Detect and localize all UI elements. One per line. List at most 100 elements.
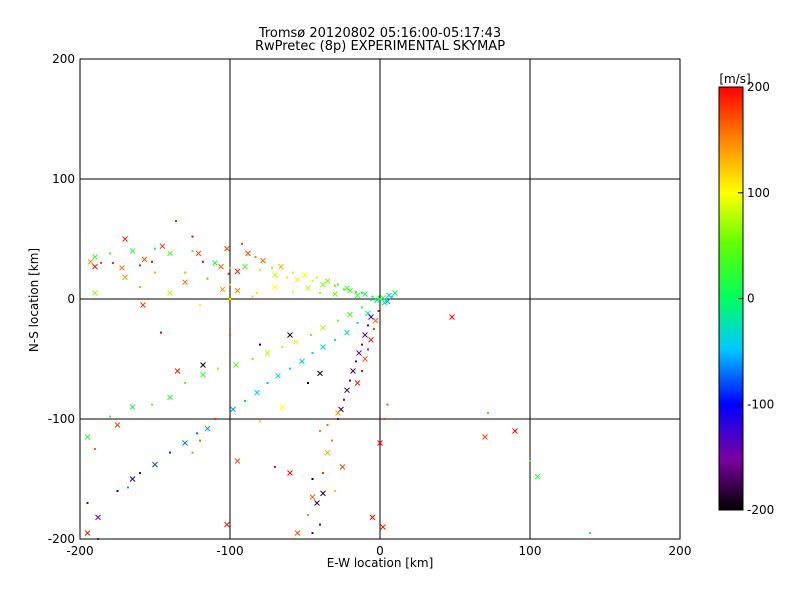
data-point	[534, 473, 541, 480]
data-point	[230, 406, 236, 413]
data-point	[320, 281, 326, 288]
data-point	[234, 458, 241, 464]
data-point	[116, 490, 119, 492]
data-point	[334, 490, 336, 492]
data-point	[204, 425, 211, 432]
data-point	[386, 292, 392, 299]
data-point	[182, 440, 188, 446]
data-point	[200, 362, 206, 368]
data-point	[487, 412, 489, 414]
colorbar-tick-label: -100	[747, 397, 774, 411]
data-point	[356, 350, 362, 356]
data-point	[332, 291, 338, 298]
data-point	[242, 263, 248, 270]
data-point	[206, 277, 209, 280]
data-point	[92, 290, 98, 296]
data-point	[202, 260, 204, 263]
data-point	[391, 295, 393, 298]
data-point	[234, 287, 241, 294]
data-point	[251, 358, 254, 360]
data-point	[191, 235, 194, 238]
data-point	[160, 331, 162, 334]
data-point	[529, 460, 531, 462]
data-point	[129, 404, 136, 410]
data-point	[152, 461, 158, 468]
colorbar-tick-label: -200	[747, 503, 774, 517]
data-point	[272, 272, 278, 278]
data-point	[266, 382, 269, 384]
data-point	[319, 523, 321, 526]
data-point	[109, 415, 111, 418]
data-point	[377, 310, 380, 312]
data-point	[259, 343, 261, 346]
data-point	[512, 428, 518, 434]
data-point	[129, 476, 136, 482]
data-point	[314, 500, 320, 506]
data-point	[214, 418, 216, 420]
data-point	[294, 276, 301, 283]
data-point	[369, 514, 376, 521]
data-point	[184, 271, 186, 274]
data-point	[367, 348, 369, 351]
chart-subtitle: RwPretec (8p) EXPERIMENTAL SKYMAP	[254, 39, 506, 54]
data-point	[140, 302, 146, 308]
data-point	[139, 472, 141, 474]
data-point	[292, 290, 294, 293]
data-point	[334, 284, 336, 287]
data-point	[159, 243, 166, 250]
colorbar-tick-label: 100	[747, 186, 770, 200]
data-point	[199, 304, 201, 306]
data-point	[95, 514, 101, 521]
data-point	[287, 470, 293, 476]
data-point	[386, 403, 389, 406]
data-point	[385, 298, 387, 300]
data-point	[100, 262, 102, 264]
data-point	[368, 314, 374, 320]
data-point	[244, 400, 246, 402]
y-tick-label: 0	[67, 292, 75, 306]
data-point	[141, 256, 148, 263]
data-point	[229, 283, 231, 286]
data-point	[224, 245, 230, 252]
data-point	[482, 434, 488, 440]
data-point	[370, 299, 372, 302]
y-axis-ticks: -200 -100 0 100 200	[48, 52, 75, 546]
x-tick-label: 0	[376, 544, 384, 558]
data-point	[347, 287, 353, 294]
data-point	[112, 262, 114, 264]
data-point	[361, 292, 363, 294]
data-point	[354, 380, 361, 386]
data-point	[167, 250, 173, 257]
data-point	[127, 486, 129, 489]
data-point	[371, 295, 374, 298]
data-point	[119, 264, 125, 271]
data-point	[114, 422, 121, 428]
y-tick-label: -100	[48, 412, 75, 426]
data-point	[254, 389, 260, 396]
data-point	[320, 490, 326, 497]
data-point	[234, 268, 241, 275]
data-point	[256, 292, 258, 294]
data-point	[245, 250, 251, 257]
data-point	[349, 379, 351, 382]
data-point	[392, 290, 398, 296]
x-axis-ticks: -200 -100 0 100 200	[66, 533, 691, 558]
data-point	[86, 502, 89, 504]
data-point	[354, 292, 361, 299]
data-point	[350, 368, 356, 374]
data-point	[377, 440, 383, 446]
data-point	[241, 242, 243, 245]
data-point	[167, 290, 173, 296]
data-point	[154, 247, 156, 250]
data-point	[335, 410, 341, 416]
data-point	[362, 356, 368, 362]
data-point	[307, 514, 309, 516]
colorbar-tick-label: 200	[747, 80, 770, 94]
x-tick-label: 200	[669, 544, 692, 558]
data-point	[356, 322, 359, 324]
data-point	[311, 352, 314, 354]
data-point	[374, 297, 380, 304]
data-point	[337, 283, 339, 286]
data-point	[254, 256, 257, 258]
data-point	[337, 319, 339, 322]
